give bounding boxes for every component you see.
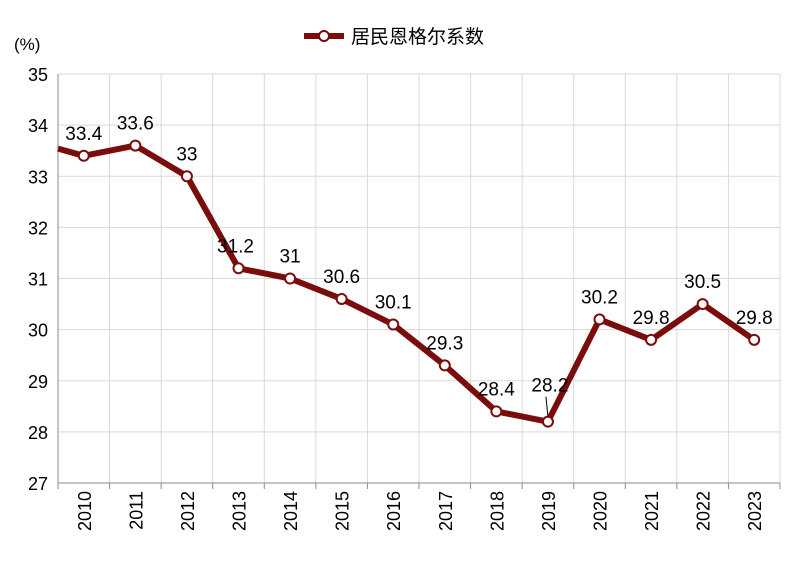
axis-layer: 27 28 29 30 31 32 33 34 35 2010 2011 2012 2013 2014 20… [28, 65, 781, 531]
data-label: 30.1 [375, 293, 412, 314]
legend-label: 居民恩格尔系数 [351, 26, 484, 48]
legend: 居民恩格尔系数 [304, 26, 484, 48]
series-line [57, 142, 756, 425]
y-tick-label: 35 [28, 65, 48, 85]
data-point-marker [180, 170, 193, 183]
x-tick-label: 2021 [642, 491, 662, 531]
x-tick-label: 2020 [591, 491, 611, 531]
y-axis-unit-label: (%) [14, 35, 40, 54]
x-tick-label: 2010 [75, 491, 95, 531]
x-tick-label: 2012 [178, 491, 198, 531]
x-tick-label: 2022 [694, 491, 714, 531]
data-label: 28.4 [478, 379, 515, 400]
x-tick-label: 2018 [487, 491, 507, 531]
y-tick-label: 33 [28, 167, 48, 187]
data-point-marker [129, 139, 142, 152]
data-label: 30.5 [684, 272, 721, 293]
data-point-marker [77, 149, 90, 162]
data-point-marker [335, 292, 348, 305]
data-point-marker [284, 272, 297, 285]
data-point-marker [232, 262, 245, 275]
data-point-marker [696, 298, 709, 311]
x-tick-label: 2019 [539, 491, 559, 531]
y-tick-label: 27 [28, 474, 48, 494]
y-tick-label: 32 [28, 218, 48, 238]
y-tick-label: 28 [28, 423, 48, 443]
x-tick-label: 2011 [126, 491, 146, 530]
data-label: 30.2 [581, 287, 618, 308]
data-label: 29.8 [736, 308, 773, 329]
data-point-marker [593, 313, 606, 326]
data-label-leader [545, 396, 549, 417]
data-point-marker [438, 359, 451, 372]
data-point-marker [645, 333, 658, 346]
data-label: 29.8 [633, 308, 670, 329]
data-point-marker [490, 405, 503, 418]
data-point-marker [541, 415, 554, 428]
data-point-marker [748, 333, 761, 346]
x-tick-label: 2023 [745, 491, 765, 531]
data-label: 31 [280, 247, 301, 268]
x-tick-label: 2016 [384, 491, 404, 531]
data-label-layer: 33.4 33.6 33 31.2 31 30.6 30.1 29.3 28.4 28.2 30.2… [65, 114, 773, 417]
y-tick-label: 29 [28, 372, 48, 392]
data-label: 31.2 [217, 236, 254, 257]
y-tick-label: 30 [28, 321, 48, 341]
data-label: 33.4 [65, 124, 102, 145]
legend-marker-swatch [318, 30, 330, 42]
x-tick-label: 2013 [230, 491, 250, 531]
data-label: 33.6 [117, 114, 154, 135]
y-tick-label: 31 [28, 270, 48, 290]
data-point-marker [387, 318, 400, 331]
y-tick-label: 34 [28, 116, 48, 136]
data-label: 28.2 [531, 376, 568, 397]
x-tick-label: 2014 [281, 491, 301, 531]
series-layer [57, 139, 761, 428]
grid-layer [58, 73, 781, 483]
x-tick-label: 2015 [333, 491, 353, 531]
data-label: 33 [176, 144, 197, 165]
x-tick-label: 2017 [436, 491, 456, 531]
data-label: 30.6 [323, 267, 360, 288]
data-label: 29.3 [426, 333, 463, 354]
